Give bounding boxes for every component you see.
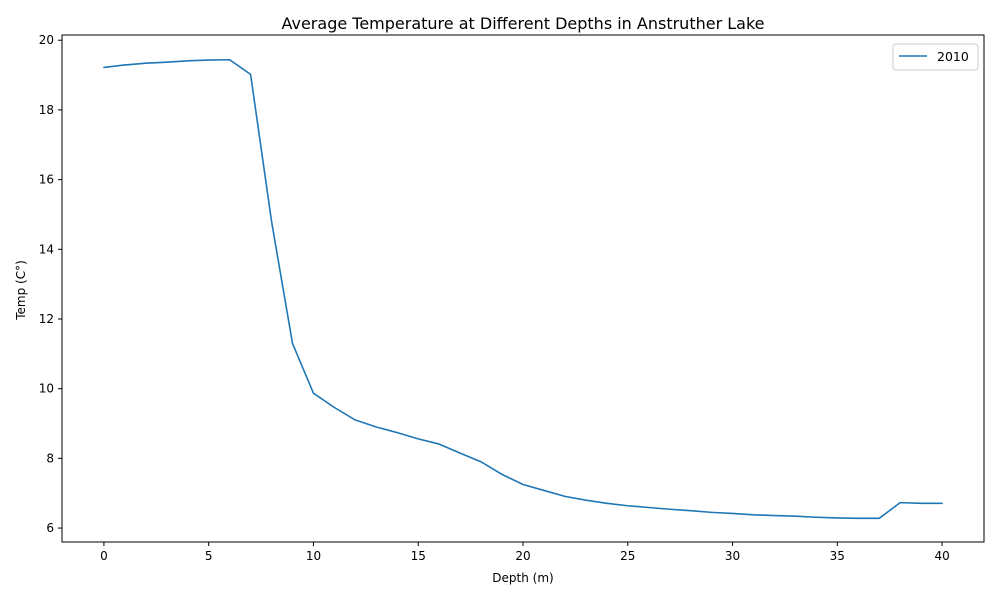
y-tick-label: 14 bbox=[39, 242, 54, 256]
plot-area-frame bbox=[61, 34, 985, 543]
y-axis-label: Temp (C°) bbox=[14, 260, 28, 321]
y-tick-label: 6 bbox=[46, 521, 54, 535]
y-tick-label: 12 bbox=[39, 312, 54, 326]
x-tick-label: 15 bbox=[411, 549, 426, 563]
y-tick-label: 18 bbox=[39, 103, 54, 117]
x-axis-label: Depth (m) bbox=[492, 571, 553, 585]
legend-label-2010: 2010 bbox=[937, 49, 969, 64]
chart-title: Average Temperature at Different Depths … bbox=[281, 14, 764, 33]
legend: 2010 bbox=[892, 43, 979, 71]
legend-box bbox=[892, 43, 979, 71]
x-tick-label: 5 bbox=[205, 549, 213, 563]
x-tick-label: 20 bbox=[515, 549, 530, 563]
x-tick-label: 10 bbox=[306, 549, 321, 563]
x-tick-label: 35 bbox=[830, 549, 845, 563]
x-tick-label: 40 bbox=[934, 549, 949, 563]
x-tick-label: 0 bbox=[100, 549, 108, 563]
y-tick-label: 20 bbox=[39, 33, 54, 47]
y-tick-label: 16 bbox=[39, 173, 54, 187]
axis-ticks: 0 5 10 15 20 25 30 35 40 6 8 10 12 14 16 18 20 bbox=[39, 33, 950, 563]
series-line-2010 bbox=[103, 58, 943, 520]
y-tick-label: 8 bbox=[46, 451, 54, 465]
x-tick-label: 25 bbox=[620, 549, 635, 563]
y-tick-label: 10 bbox=[39, 382, 54, 396]
series-layer bbox=[103, 58, 943, 520]
x-tick-label: 30 bbox=[725, 549, 740, 563]
